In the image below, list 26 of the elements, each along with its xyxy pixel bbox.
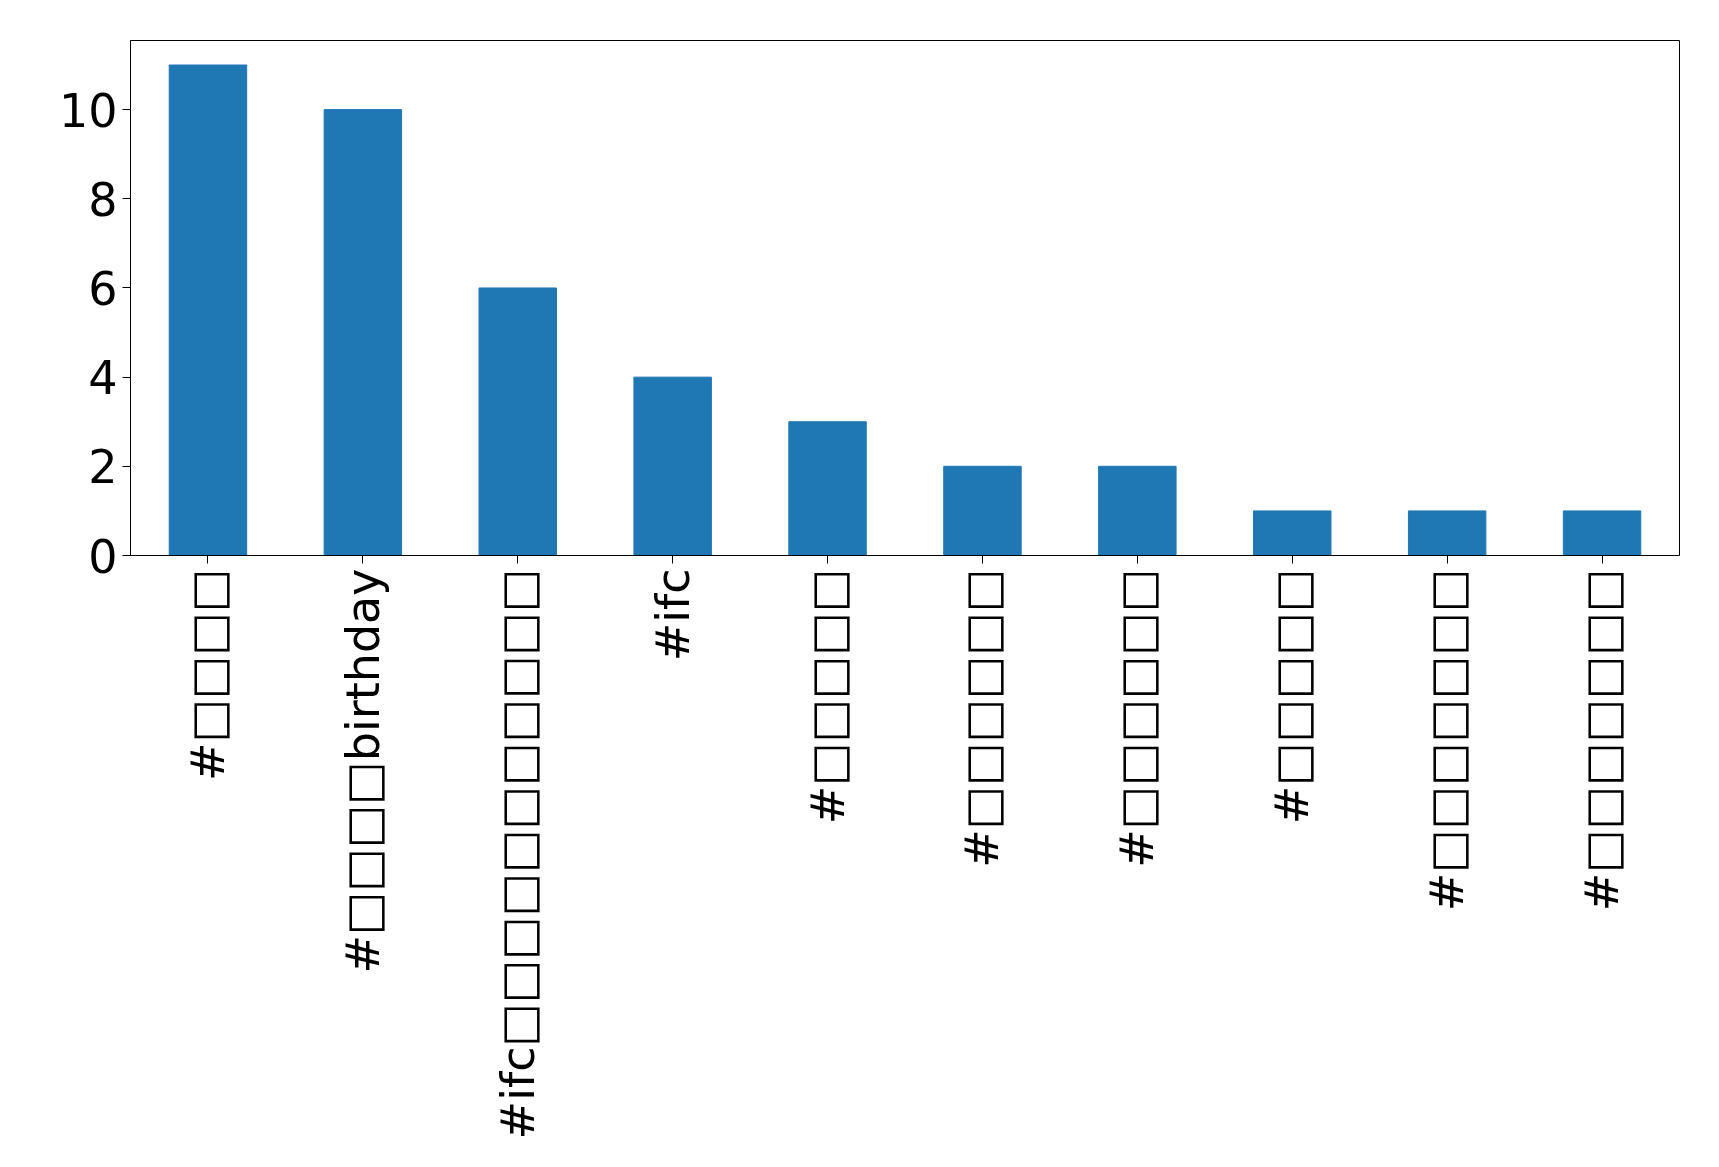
x-tick-label: #□□□□□□□ bbox=[1420, 568, 1475, 912]
x-tick-label: #□□□□□ bbox=[800, 568, 855, 825]
x-tick-label: #□□□□□ bbox=[1265, 568, 1320, 825]
bar bbox=[1098, 465, 1177, 556]
bar bbox=[168, 64, 248, 556]
bar bbox=[633, 376, 712, 556]
x-tick-label: #□□□□□□□ bbox=[1575, 568, 1630, 912]
bar bbox=[478, 287, 557, 556]
bar bbox=[1562, 510, 1642, 556]
bar bbox=[1407, 510, 1487, 556]
x-tick-label: #□□□□□□ bbox=[1110, 568, 1165, 868]
bar bbox=[323, 109, 403, 556]
y-tick-label: 0 bbox=[88, 529, 118, 584]
y-tick-label: 2 bbox=[88, 440, 118, 495]
y-tick-label: 8 bbox=[88, 172, 118, 227]
x-tick-label: #□□□□ bbox=[180, 568, 235, 781]
bar bbox=[943, 465, 1022, 556]
x-tick-label: #□□□□□□ bbox=[955, 568, 1010, 868]
y-tick-label: 4 bbox=[88, 351, 118, 406]
bar bbox=[788, 421, 867, 556]
x-tick-label: #ifc bbox=[645, 568, 700, 662]
x-tick-label: #ifc□□□□□□□□□□□ bbox=[490, 568, 545, 1140]
y-tick-label: 6 bbox=[88, 261, 118, 316]
bar bbox=[1253, 510, 1332, 556]
y-tick-label: 10 bbox=[58, 83, 118, 138]
x-tick-label: #□□□□birthday bbox=[335, 568, 390, 974]
